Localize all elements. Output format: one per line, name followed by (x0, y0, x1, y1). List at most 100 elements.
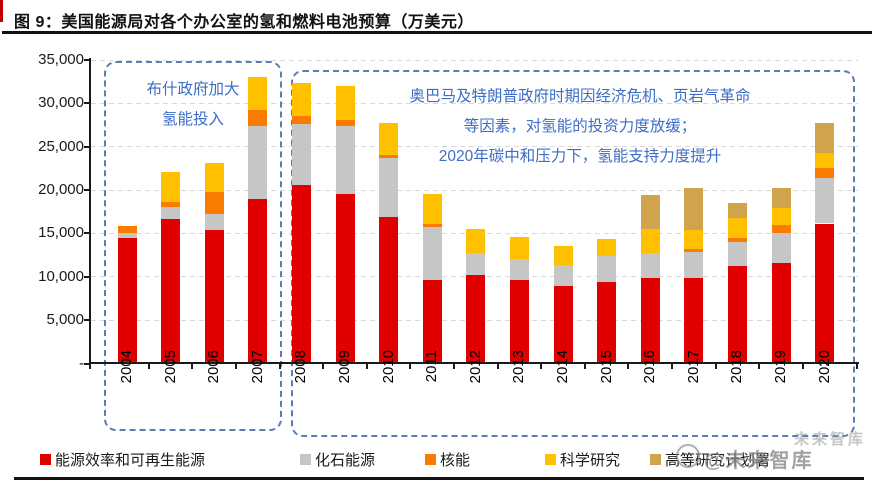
legend-item-化石能源: 化石能源 (300, 449, 375, 469)
x-axis-year-label: 2014 (554, 350, 571, 384)
annotation-line: 等因素，对氢能的投资力度放缓； (463, 118, 697, 135)
y-axis-tick-label: 15,000 (38, 224, 84, 242)
legend-label: 科学研究 (560, 451, 621, 469)
bar-segment-核能-2020 (815, 168, 835, 179)
bar-segment-科学研究-2007 (248, 77, 268, 110)
x-axis-year-label: 2011 (423, 350, 441, 383)
bar-segment-化石能源-2005 (161, 207, 181, 219)
bar-segment-能源效率和可再生能源-2007 (248, 198, 268, 364)
x-axis-year-label: 2020 (815, 350, 833, 384)
bar-segment-化石能源-2012 (466, 252, 486, 276)
x-axis-year-label: 2015 (597, 350, 615, 384)
y-axis-tick (84, 275, 90, 278)
x-axis-year-label: 2012 (466, 350, 484, 384)
bar-segment-化石能源-2017 (684, 251, 704, 279)
bar-segment-能源效率和可再生能源-2006 (204, 230, 224, 364)
bar-segment-化石能源-2020 (815, 178, 835, 224)
bar-segment-科学研究-2012 (466, 229, 486, 253)
annotation-text-obama-trump: 奥巴马及特朗普政府时期因经济危机、页岩气革命 等因素，对氢能的投资力度放缓； 2… (320, 82, 840, 172)
x-axis-tick (627, 364, 630, 369)
x-axis-tick (801, 364, 804, 369)
gridline (91, 102, 858, 105)
bar-segment-科学研究-2009 (335, 86, 355, 121)
legend-item-高等研究计划署: 高等研究计划署 (650, 449, 770, 469)
bar-segment-化石能源-2007 (248, 125, 268, 199)
x-axis-tick (453, 364, 455, 369)
legend-item-能源效率和可再生能源: 能源效率和可再生能源 (40, 449, 205, 469)
bar-segment-科学研究-2013 (509, 236, 529, 260)
bar-segment-能源效率和可再生能源-2019 (771, 263, 791, 364)
y-axis-tick-label: - (79, 354, 84, 372)
bar-segment-能源效率和可再生能源-2015 (597, 281, 617, 364)
y-axis-tick-label: 5,000 (46, 311, 84, 329)
annotation-line: 2020年碳中和压力下，氢能支持力度提升 (438, 148, 722, 165)
annotation-line: 奥巴马及特朗普政府时期因经济危机、页岩气革命 (409, 88, 751, 105)
y-axis-tick-label: 20,000 (38, 181, 84, 199)
bar-segment-科学研究-2017 (684, 230, 704, 250)
bar-segment-化石能源-2011 (422, 226, 442, 280)
bar-segment-高等研究计划署-2020 (815, 123, 835, 154)
y-axis-tick (84, 145, 90, 148)
x-axis-tick (278, 364, 281, 369)
bar-segment-高等研究计划署-2019 (771, 188, 791, 209)
bar-segment-能源效率和可再生能源-2017 (684, 278, 704, 364)
bar-segment-能源效率和可再生能源-2014 (553, 286, 573, 364)
bar-segment-核能-2018 (727, 237, 747, 242)
bar-segment-科学研究-2018 (727, 218, 747, 238)
annotation-box-bush-era (104, 61, 282, 431)
gridline (91, 59, 858, 62)
y-axis-tick-label: 30,000 (38, 94, 84, 112)
bar-segment-能源效率和可再生能源-2010 (379, 217, 399, 364)
y-axis-tick-label: 10,000 (38, 267, 84, 285)
x-axis-tick (89, 364, 91, 369)
bar-segment-能源效率和可再生能源-2005 (161, 218, 181, 364)
y-axis-tick-label: 25,000 (38, 137, 84, 155)
legend-item-科学研究: 科学研究 (545, 449, 620, 469)
bar-segment-能源效率和可再生能源-2011 (422, 279, 442, 364)
y-axis-tick (84, 59, 90, 61)
legend-swatch-icon (545, 453, 556, 465)
legend-label: 能源效率和可再生能源 (55, 451, 206, 469)
bar-segment-科学研究-2006 (204, 163, 224, 192)
legend-swatch-icon (425, 453, 436, 465)
bar-segment-高等研究计划署-2016 (640, 195, 660, 230)
legend-item-核能: 核能 (425, 449, 470, 469)
gridline (91, 189, 858, 192)
bar-segment-能源效率和可再生能源-2016 (640, 277, 660, 364)
bar-segment-化石能源-2018 (727, 241, 747, 266)
bar-segment-能源效率和可再生能源-2012 (466, 275, 486, 364)
y-axis-tick (84, 319, 90, 322)
x-axis-tick (540, 364, 543, 369)
bar-segment-化石能源-2008 (291, 124, 311, 185)
bar-segment-化石能源-2006 (204, 213, 224, 230)
bar-segment-化石能源-2016 (640, 252, 660, 278)
bar-segment-核能-2017 (684, 249, 704, 252)
bar-segment-核能-2009 (335, 120, 355, 126)
bar-segment-科学研究-2010 (379, 123, 399, 155)
x-axis-tick (758, 364, 761, 369)
x-axis-tick (714, 364, 717, 369)
bar-segment-化石能源-2014 (553, 264, 573, 287)
bar-segment-科学研究-2011 (422, 194, 442, 224)
bar-segment-能源效率和可再生能源-2008 (291, 184, 311, 364)
x-axis-tick (496, 364, 499, 369)
legend-label: 高等研究计划署 (665, 451, 771, 469)
bar-segment-高等研究计划署-2017 (684, 188, 704, 230)
x-axis-tick (147, 364, 150, 369)
x-axis-year-label: 2009 (336, 350, 353, 384)
bar-segment-核能-2010 (379, 154, 399, 159)
x-axis-year-label: 2010 (379, 350, 397, 384)
bar-segment-核能-2007 (248, 109, 268, 126)
gridline (91, 146, 858, 149)
annotation-line: 布什政府加大 (146, 81, 240, 98)
bar-segment-核能-2019 (771, 225, 791, 234)
y-axis-line (89, 58, 91, 364)
annotation-text-bush: 布什政府加大 氢能投入 (108, 75, 278, 135)
y-axis-tick (84, 232, 90, 235)
x-axis-year-label: 2007 (248, 350, 266, 384)
bar-segment-核能-2011 (422, 223, 442, 227)
annotation-line: 氢能投入 (161, 111, 224, 128)
y-axis-tick-label: 35,000 (38, 51, 84, 68)
x-axis-year-label: 2013 (510, 350, 528, 384)
bar-segment-科学研究-2014 (553, 245, 573, 265)
